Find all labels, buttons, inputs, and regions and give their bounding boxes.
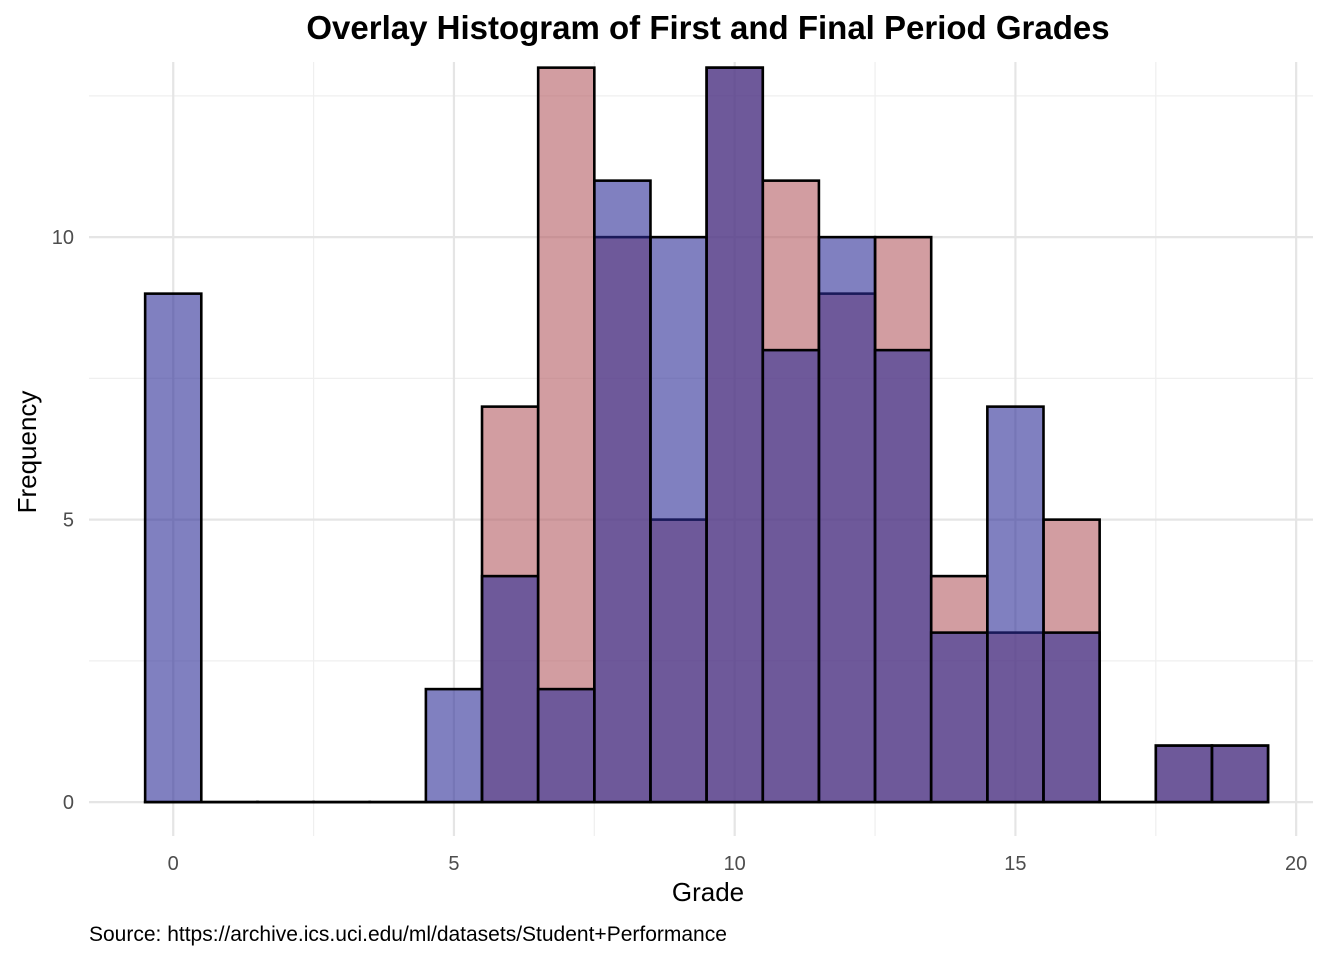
histogram-bar (594, 181, 650, 802)
histogram-bar (482, 576, 538, 802)
x-tick-label: 15 (1004, 853, 1026, 875)
y-tick-label: 0 (63, 792, 74, 814)
histogram-bar (1043, 633, 1099, 802)
histogram-bar (819, 237, 875, 802)
histogram-bar (426, 689, 482, 802)
x-axis-title: Grade (672, 877, 744, 907)
histogram-bar (707, 68, 763, 802)
y-axis-title: Frequency (12, 391, 42, 514)
y-tick-label: 10 (52, 227, 74, 249)
y-tick-label: 5 (63, 510, 74, 532)
x-tick-label: 0 (168, 853, 179, 875)
histogram-bar (875, 350, 931, 802)
x-tick-label: 10 (724, 853, 746, 875)
x-tick-label: 5 (448, 853, 459, 875)
histogram-bar (1156, 746, 1212, 802)
histogram-bar (1212, 746, 1268, 802)
histogram-bar (763, 350, 819, 802)
histogram-bar (145, 294, 201, 802)
source-caption: Source: https://archive.ics.uci.edu/ml/d… (89, 923, 727, 946)
histogram-bar (538, 689, 594, 802)
chart-title: Overlay Histogram of First and Final Per… (306, 9, 1109, 46)
histogram-bar (650, 237, 706, 802)
histogram-bar (931, 633, 987, 802)
x-tick-label: 20 (1285, 853, 1307, 875)
histogram-bar (987, 407, 1043, 802)
